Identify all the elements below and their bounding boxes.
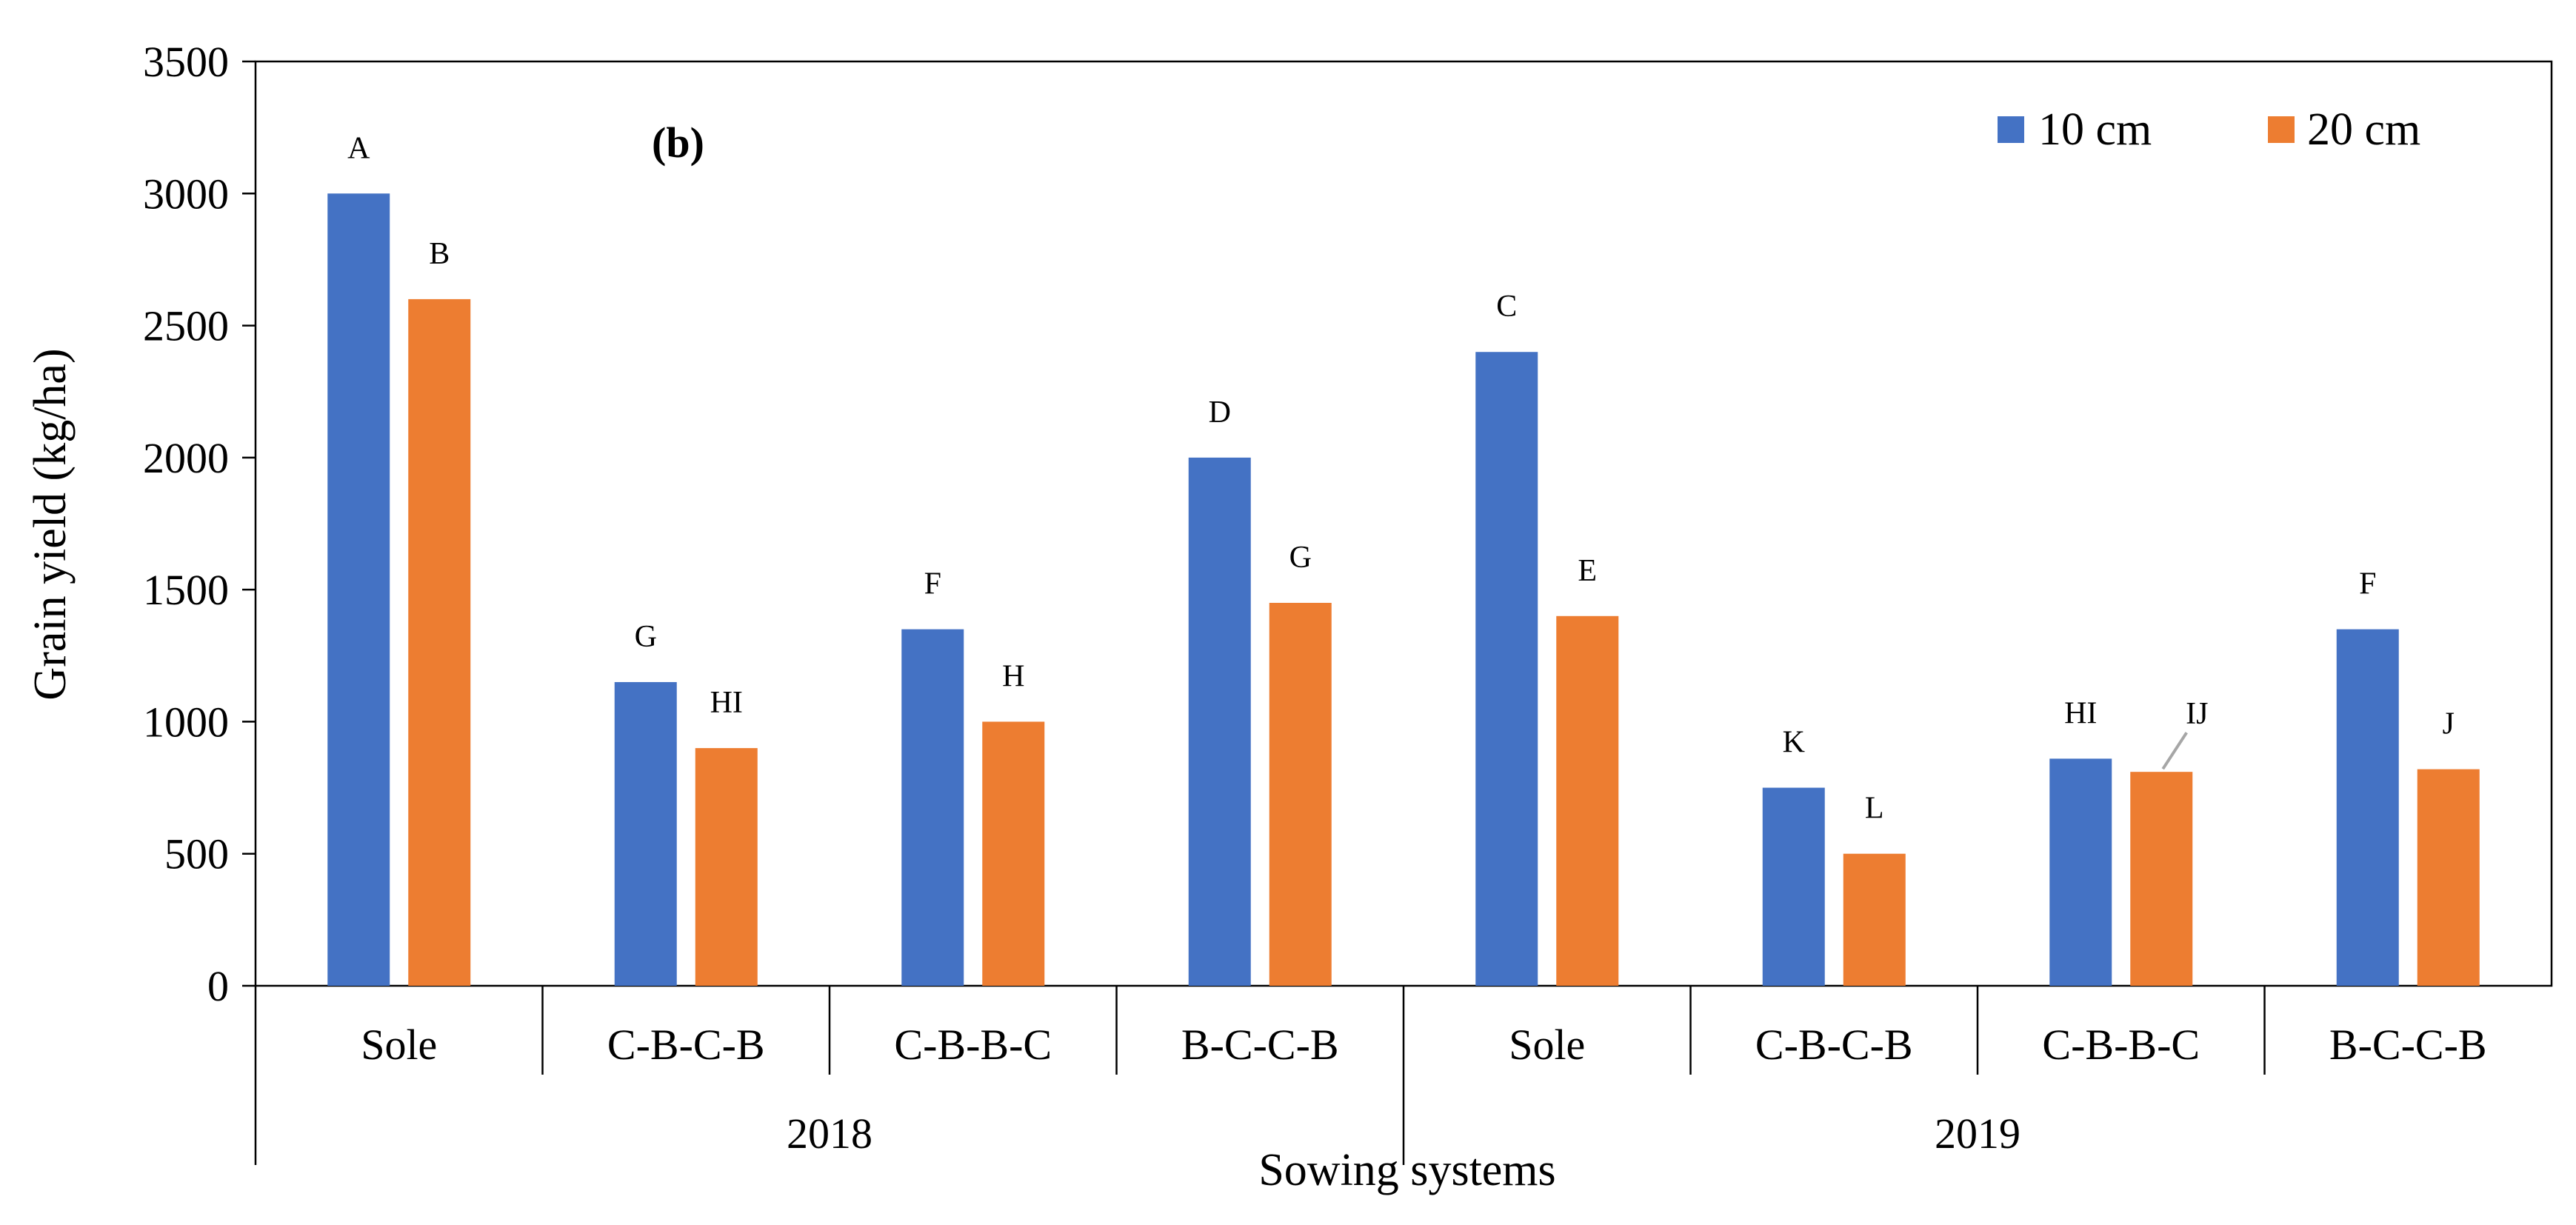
bar-10cm-6 [2049,758,2112,986]
y-tick-label: 500 [164,830,229,878]
y-axis-title: Grain yield (kg/ha) [25,348,76,700]
significance-label: C [1496,290,1517,324]
labels-layer: Sole C-B-C-B C-B-B-C B-C-C-B Sole C-B-C-B C-B-… [347,131,2487,1158]
category-label: Sole [361,1021,437,1069]
significance-label: L [1865,792,1884,826]
legend-swatch-10cm [1998,116,2024,143]
y-tick-label: 2000 [143,434,229,482]
bar-20cm-4 [1556,615,1619,986]
y-tick-label: 3000 [143,170,229,218]
y-tick-label: 1500 [143,566,229,614]
significance-label: H [1002,659,1024,693]
plot-frame [254,60,2553,987]
bars-layer [327,193,2480,987]
group-label: 2018 [787,1109,872,1158]
significance-label: D [1209,395,1231,430]
legend-label-10cm: 10 cm [2038,104,2152,155]
y-tick-label: 2500 [143,302,229,350]
group-label: 2019 [1935,1109,2021,1158]
category-label: C-B-B-C [2042,1021,2200,1069]
significance-label: F [2359,567,2376,601]
bar-20cm-5 [1843,853,1906,986]
bar-10cm-1 [614,681,677,986]
label-leader-line [2161,732,2188,770]
bar-10cm-5 [1762,787,1825,986]
significance-label: K [1783,726,1805,760]
x-axis-title: Sowing systems [1258,1145,1555,1195]
bar-10cm-4 [1475,352,1538,986]
bar-20cm-7 [2417,769,2480,986]
legend: 10 cm 20 cm [1998,104,2420,155]
y-tick-label: 3500 [143,38,229,86]
bar-10cm-7 [2336,629,2399,986]
significance-label: J [2443,707,2455,741]
bar-10cm-3 [1188,457,1251,986]
bar-10cm-0 [327,193,390,987]
significance-label: G [1289,541,1312,575]
bar-20cm-3 [1269,602,1332,986]
y-tick-label: 0 [207,962,229,1010]
legend-label-20cm: 20 cm [2307,104,2420,155]
category-label: C-B-C-B [607,1021,765,1069]
significance-label: A [347,131,370,165]
bar-20cm-2 [982,721,1045,986]
significance-label: IJ [2186,697,2208,731]
category-label: B-C-C-B [1181,1021,1339,1069]
category-label: Sole [1509,1021,1585,1069]
axes-layer: 0 500 1000 1500 2000 2500 3000 3500 [143,38,2553,1165]
significance-label: HI [710,686,743,720]
panel-tag: (b) [652,119,704,167]
bar-20cm-1 [695,748,758,986]
significance-label: E [1578,554,1597,588]
significance-label: B [429,237,450,271]
category-label: C-B-B-C [894,1021,1052,1069]
bar-20cm-6 [2130,772,2193,986]
y-tick-label: 1000 [143,698,229,746]
category-label: B-C-C-B [2329,1021,2487,1069]
significance-label: G [635,620,657,654]
legend-swatch-20cm [2268,116,2295,143]
significance-label: F [924,567,941,601]
bar-10cm-2 [901,629,964,986]
category-label: C-B-C-B [1755,1021,1913,1069]
bar-20cm-0 [408,298,471,986]
significance-label: HI [2064,696,2097,730]
